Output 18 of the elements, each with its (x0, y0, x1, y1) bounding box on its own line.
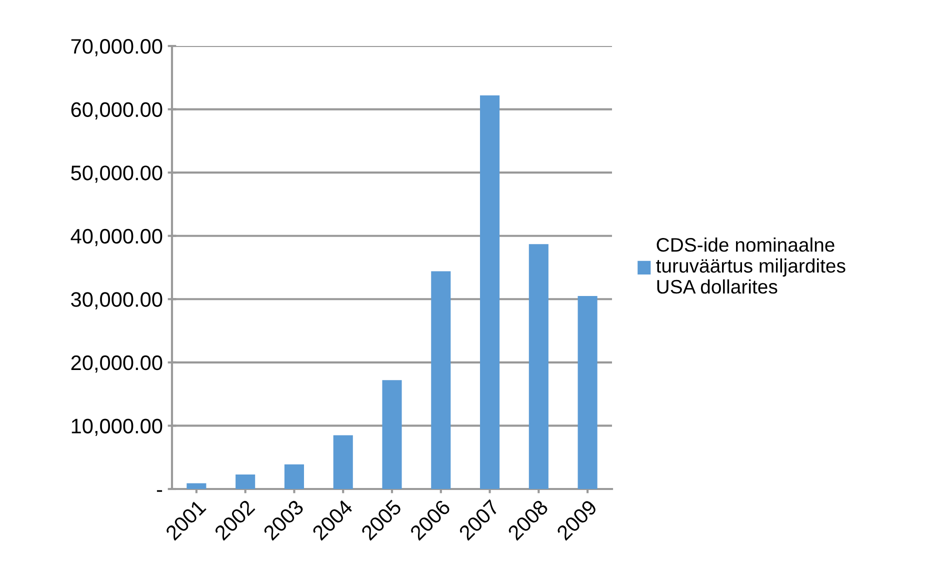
bar (480, 95, 500, 489)
y-tick-label: 70,000.00 (71, 39, 162, 56)
y-tick-label: 60,000.00 (71, 102, 162, 120)
bar (236, 474, 256, 489)
bar (528, 244, 548, 489)
y-tick-label: 40,000.00 (70, 228, 162, 246)
y-tick-label: 30,000.00 (71, 292, 162, 310)
bar (382, 380, 402, 489)
bar (284, 464, 304, 489)
bar (186, 483, 206, 489)
legend-label: CDS-ide nominaalne turuväärtus miljardites USA dollarites (656, 237, 846, 294)
y-tick-label: 20,000.00 (71, 355, 162, 373)
y-tick-label: 50,000.00 (71, 166, 162, 183)
y-tick-label: - (156, 490, 162, 492)
y-tick-label: 10,000.00 (72, 418, 162, 436)
bar (333, 435, 353, 489)
bar (431, 271, 451, 489)
bar (578, 296, 598, 489)
